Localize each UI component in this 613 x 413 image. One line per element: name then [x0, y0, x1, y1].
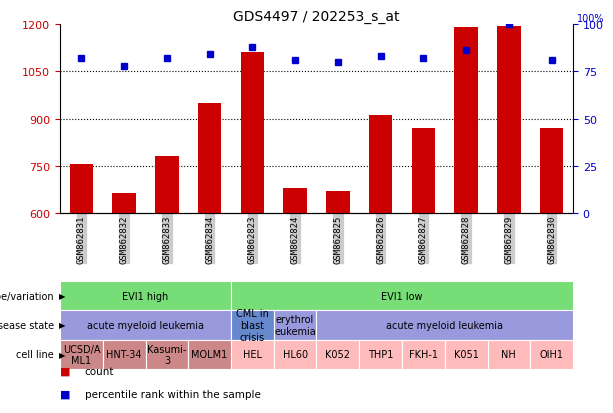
- Text: K051: K051: [454, 349, 479, 359]
- Text: UCSD/A
ML1: UCSD/A ML1: [63, 344, 100, 365]
- Text: HNT-34: HNT-34: [107, 349, 142, 359]
- Text: cell line: cell line: [16, 349, 54, 359]
- Text: ▶: ▶: [59, 292, 65, 300]
- Text: NH: NH: [501, 349, 516, 359]
- Text: ▶: ▶: [59, 321, 65, 330]
- Text: ■: ■: [60, 366, 70, 376]
- Text: MOLM1: MOLM1: [191, 349, 228, 359]
- Text: genotype/variation: genotype/variation: [0, 291, 54, 301]
- Text: ▶: ▶: [59, 350, 65, 359]
- Bar: [540, 128, 563, 214]
- Text: acute myeloid leukemia: acute myeloid leukemia: [87, 320, 204, 330]
- Title: GDS4497 / 202253_s_at: GDS4497 / 202253_s_at: [234, 10, 400, 24]
- Text: THP1: THP1: [368, 349, 394, 359]
- Bar: [198, 104, 221, 214]
- Text: acute myeloid leukemia: acute myeloid leukemia: [386, 320, 503, 330]
- Text: OIH1: OIH1: [539, 349, 563, 359]
- Bar: [70, 165, 93, 214]
- Bar: [454, 28, 478, 214]
- Bar: [497, 26, 520, 214]
- Text: HEL: HEL: [243, 349, 262, 359]
- Bar: [112, 193, 136, 214]
- Bar: [283, 188, 307, 214]
- Text: erythrol
eukemia: erythrol eukemia: [274, 314, 316, 336]
- Text: count: count: [85, 366, 114, 376]
- Text: ■: ■: [60, 389, 70, 399]
- Bar: [411, 128, 435, 214]
- Bar: [241, 53, 264, 214]
- Text: disease state: disease state: [0, 320, 54, 330]
- Text: EVI1 high: EVI1 high: [123, 291, 169, 301]
- Text: percentile rank within the sample: percentile rank within the sample: [85, 389, 261, 399]
- Bar: [155, 157, 178, 214]
- Text: FKH-1: FKH-1: [409, 349, 438, 359]
- Text: EVI1 low: EVI1 low: [381, 291, 423, 301]
- Text: HL60: HL60: [283, 349, 308, 359]
- Bar: [326, 192, 349, 214]
- Text: Kasumi-
3: Kasumi- 3: [147, 344, 186, 365]
- Text: 100%: 100%: [577, 14, 604, 24]
- Text: K052: K052: [326, 349, 351, 359]
- Bar: [369, 116, 392, 214]
- Text: CML in
blast
crisis: CML in blast crisis: [236, 309, 269, 342]
